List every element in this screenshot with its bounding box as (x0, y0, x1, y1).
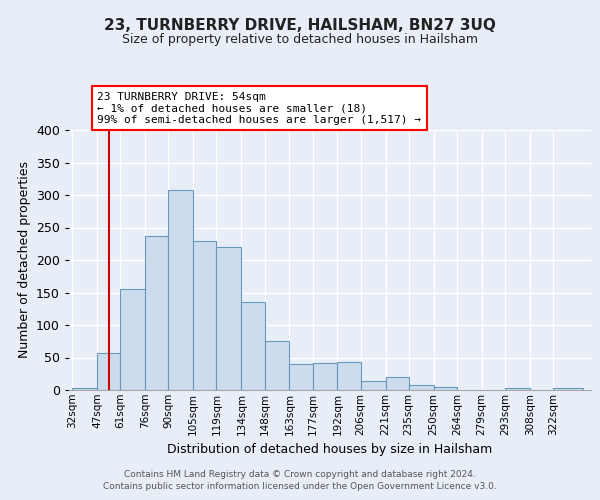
Bar (169, 190, 193, 390)
Text: Contains public sector information licensed under the Open Government Licence v3: Contains public sector information licen… (103, 482, 497, 491)
Bar (73, 388, 97, 390)
Bar (265, 340, 289, 390)
Bar (289, 364, 313, 390)
Text: 23, TURNBERRY DRIVE, HAILSHAM, BN27 3UQ: 23, TURNBERRY DRIVE, HAILSHAM, BN27 3UQ (104, 18, 496, 32)
Bar (386, 377, 409, 390)
Bar (97, 353, 121, 390)
Y-axis label: Number of detached properties: Number of detached properties (17, 162, 31, 358)
Text: 23 TURNBERRY DRIVE: 54sqm
← 1% of detached houses are smaller (18)
99% of semi-d: 23 TURNBERRY DRIVE: 54sqm ← 1% of detach… (97, 92, 421, 125)
Bar (434, 388, 457, 390)
Bar (121, 289, 145, 390)
Bar (313, 364, 337, 390)
Bar (361, 381, 386, 390)
Bar (409, 386, 434, 390)
Text: Size of property relative to detached houses in Hailsham: Size of property relative to detached ho… (122, 32, 478, 46)
Bar (193, 240, 217, 390)
Bar (337, 362, 361, 390)
Bar (145, 236, 169, 390)
Bar (241, 302, 265, 390)
Bar (217, 247, 241, 390)
Text: Contains HM Land Registry data © Crown copyright and database right 2024.: Contains HM Land Registry data © Crown c… (124, 470, 476, 479)
X-axis label: Distribution of detached houses by size in Hailsham: Distribution of detached houses by size … (167, 443, 493, 456)
Bar (505, 388, 530, 390)
Bar (553, 388, 583, 390)
